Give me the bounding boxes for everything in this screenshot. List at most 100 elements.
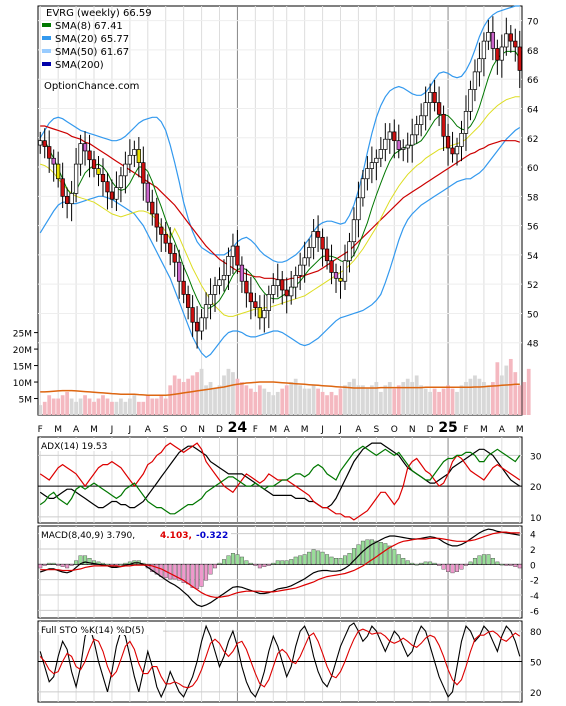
sto-label-bg [39,623,163,635]
macd-histogram-bar [504,564,509,566]
candle-body [432,92,437,103]
sma8-line [39,50,521,310]
volume-bar [186,378,191,415]
volume-bar [437,391,441,415]
candle-body [190,307,195,323]
volume-bar [65,391,70,415]
candle-body [306,247,312,259]
volume-bar [127,398,132,415]
volume-bar [356,385,361,415]
macd-histogram-bar [334,558,339,565]
volume-bar [369,385,374,415]
price-tick-label: 58 [527,193,539,203]
volume-bar [253,391,258,415]
macd-histogram-bar [338,558,343,565]
macd-tick-label: 2 [530,546,536,556]
macd-histogram-bar [42,564,47,566]
volume-bar [361,385,365,415]
candle-body [378,149,383,159]
macd-tick-label: 0 [530,561,536,571]
volume-tick-label: 5M [19,396,33,406]
candle-body [445,135,451,149]
legend-label: SMA(50) 61.67 [55,47,129,58]
adx-label: ADX(14) 19.53 [41,442,107,452]
volume-bar [423,388,428,415]
month-labels: F M A M J J A S O N D 24 F M A M J J A S O N D 25 F M A M [38,420,524,436]
legend-label: SMA(20) 65.77 [55,34,129,45]
macd-histogram-bar [190,564,195,588]
candle-body [235,245,240,266]
volume-bar [352,378,356,415]
candle-body [105,181,110,193]
macd-histogram-bar [74,560,79,565]
sma50-line [40,125,520,281]
month-label: M [480,425,488,435]
volume-bars [38,358,531,415]
volume-bar [378,391,383,415]
volume-bar [508,358,513,415]
month-label: S [373,425,379,435]
macd-histogram-bar [262,564,267,567]
volume-bar [526,368,531,415]
macd-histogram-bar [365,539,370,565]
month-gridlines [39,6,521,702]
candles [38,16,522,349]
price-tick-label: 70 [527,18,539,28]
candle-body [450,147,455,155]
macd-histogram-bar [499,564,504,566]
volume-bar [244,385,249,415]
adx-tick-label: 20 [530,483,542,493]
candle-body [145,182,150,203]
candle-body [123,163,128,177]
candle-body [504,33,509,48]
candle-body [172,253,177,263]
month-label: J [128,425,132,435]
volume-bar [248,388,253,415]
macd-histogram-bar [186,564,191,585]
volume-bar [195,372,199,415]
macd-histogram-bar [472,558,477,565]
price-tick-label: 56 [527,223,539,233]
candle-body [499,46,504,61]
macd-label-bg [39,528,231,540]
volume-bar [284,385,289,415]
macd-histogram-bar [204,564,209,581]
candle-body [392,131,397,142]
volume-bar [499,375,504,415]
month-label: J [110,425,114,435]
macd-histogram-bar [477,555,482,565]
volume-bar [396,385,401,415]
macd-histogram-bar [38,564,43,569]
volume-bar [414,375,419,415]
month-label: 25 [438,420,457,436]
candle-body [154,213,159,228]
volume-bar [473,375,477,415]
candle-body [401,147,406,150]
volume-bar [257,385,262,415]
price-tick-label: 48 [527,340,539,350]
candle-body [82,143,88,152]
volume-bar [226,368,231,415]
volume-bar [132,395,137,415]
macd-histogram-bar [105,564,110,566]
candle-body [212,285,218,295]
macd-histogram-bar [329,556,334,565]
volume-bar [522,382,527,415]
volume-bar [280,388,285,415]
volume-bar [450,388,455,415]
candle-body [490,32,496,49]
macd-histogram-bar [463,564,468,566]
candle-body [136,149,141,163]
candle-body [513,40,518,48]
candle-body [383,138,388,150]
macd-histogram-bar [414,564,419,566]
macd-histogram-bar [51,562,56,565]
volume-bar [504,365,509,415]
macd-histogram-value: -0.322 [196,531,228,541]
volume-bar [74,401,78,415]
adx-tick-label: 10 [530,514,542,524]
macd-histogram-bar [280,560,285,565]
volume-bar [208,382,213,415]
macd-histogram-bar [172,564,177,580]
